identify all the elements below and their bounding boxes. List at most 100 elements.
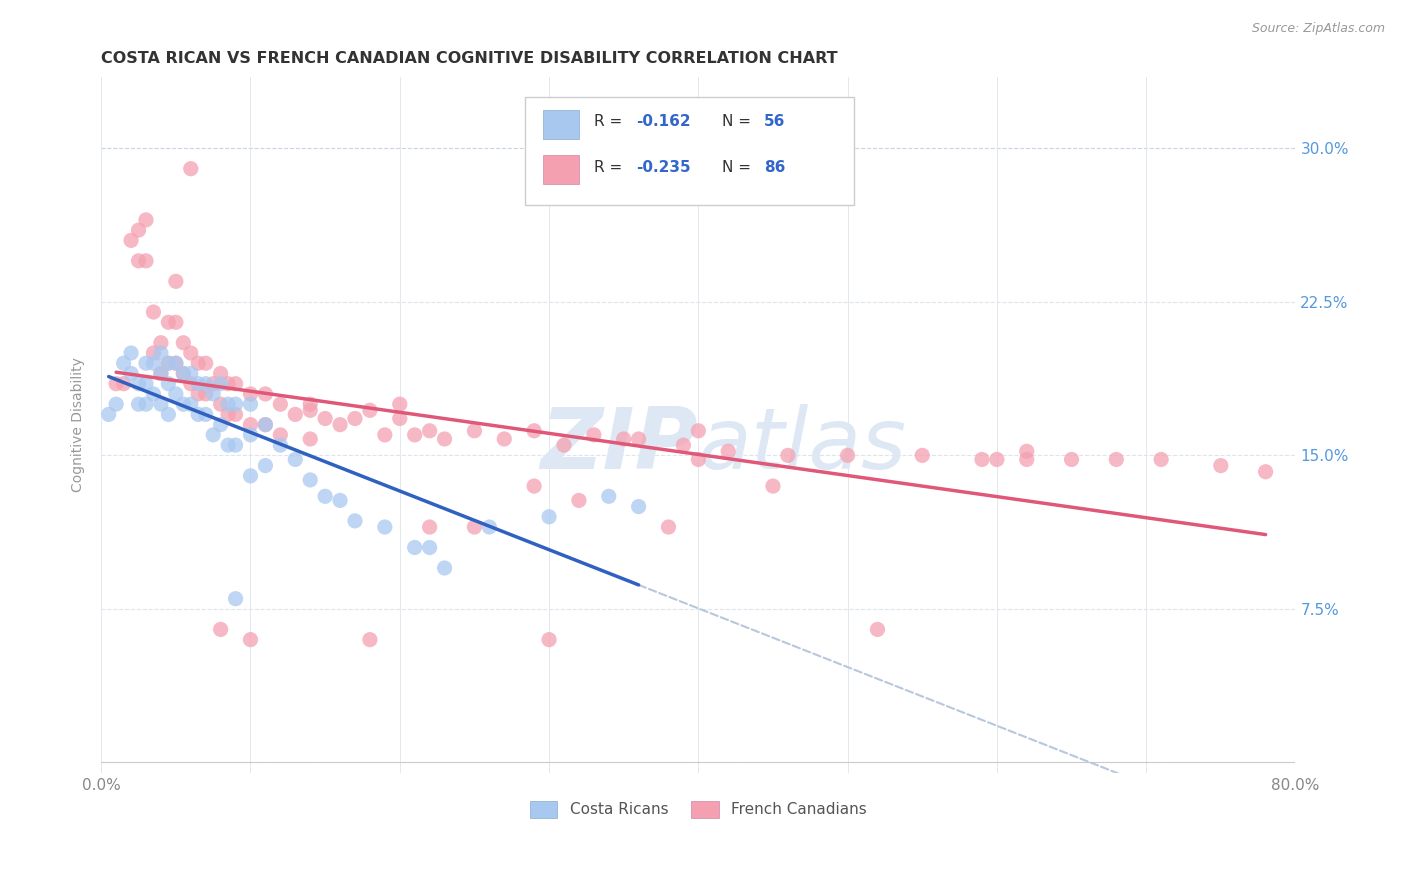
Point xyxy=(149,335,172,350)
Text: atlas: atlas xyxy=(699,404,907,487)
Legend: Costa Ricans, French Canadians: Costa Ricans, French Canadians xyxy=(524,795,873,824)
Point xyxy=(135,253,157,268)
Point xyxy=(553,438,575,452)
Point xyxy=(404,428,426,442)
Point xyxy=(225,376,247,391)
Point xyxy=(568,493,591,508)
Point xyxy=(157,356,180,370)
Point xyxy=(97,408,120,422)
Point xyxy=(135,356,157,370)
Point xyxy=(343,411,366,425)
Point xyxy=(165,274,187,288)
Text: -0.235: -0.235 xyxy=(637,160,690,175)
Point xyxy=(180,367,202,381)
Point xyxy=(209,367,232,381)
Point xyxy=(688,452,710,467)
Point xyxy=(388,397,411,411)
Point xyxy=(135,213,157,227)
Point xyxy=(180,346,202,360)
Point xyxy=(627,500,650,514)
Text: N =: N = xyxy=(723,160,751,175)
Point xyxy=(239,417,262,432)
Point xyxy=(157,408,180,422)
Point xyxy=(299,397,322,411)
Point xyxy=(523,424,546,438)
Point xyxy=(225,438,247,452)
Point xyxy=(299,403,322,417)
Point xyxy=(717,444,740,458)
Point xyxy=(762,479,785,493)
Point xyxy=(165,387,187,401)
Point xyxy=(911,449,934,463)
Point xyxy=(419,520,441,534)
Point xyxy=(239,397,262,411)
Point xyxy=(269,428,291,442)
Point xyxy=(314,489,336,503)
Point xyxy=(478,520,501,534)
Text: Source: ZipAtlas.com: Source: ZipAtlas.com xyxy=(1251,22,1385,36)
Point xyxy=(239,428,262,442)
Point xyxy=(209,417,232,432)
Point xyxy=(172,335,194,350)
Point xyxy=(837,449,859,463)
Point xyxy=(284,408,307,422)
Point xyxy=(187,387,209,401)
Point xyxy=(627,432,650,446)
Point xyxy=(494,432,516,446)
Text: R =: R = xyxy=(595,160,623,175)
Point xyxy=(187,376,209,391)
Point xyxy=(239,387,262,401)
Point xyxy=(105,397,128,411)
Point xyxy=(187,356,209,370)
Point xyxy=(1060,452,1083,467)
Point xyxy=(359,632,381,647)
FancyBboxPatch shape xyxy=(526,97,853,205)
Point xyxy=(329,493,352,508)
Point xyxy=(172,367,194,381)
Point xyxy=(538,632,561,647)
Point xyxy=(657,520,679,534)
Text: 86: 86 xyxy=(763,160,786,175)
Point xyxy=(776,449,799,463)
Point xyxy=(217,376,239,391)
Point xyxy=(254,458,277,473)
Point xyxy=(157,376,180,391)
Point xyxy=(165,356,187,370)
Point xyxy=(269,438,291,452)
Point xyxy=(142,356,165,370)
Point xyxy=(194,387,217,401)
Point xyxy=(299,432,322,446)
Point xyxy=(120,346,142,360)
Point xyxy=(128,253,150,268)
Point xyxy=(1015,452,1038,467)
Point xyxy=(329,417,352,432)
Text: ZIP: ZIP xyxy=(541,404,699,487)
Point xyxy=(254,387,277,401)
Point xyxy=(202,428,225,442)
Point xyxy=(463,520,485,534)
Point xyxy=(613,432,636,446)
Point xyxy=(194,376,217,391)
Point xyxy=(225,397,247,411)
Point xyxy=(299,473,322,487)
Point xyxy=(165,356,187,370)
Text: N =: N = xyxy=(723,114,751,129)
Point xyxy=(433,561,456,575)
Point xyxy=(120,367,142,381)
Point xyxy=(463,424,485,438)
Point xyxy=(582,428,605,442)
Point xyxy=(359,403,381,417)
Point xyxy=(135,397,157,411)
Point xyxy=(225,591,247,606)
Point xyxy=(149,367,172,381)
Point xyxy=(105,376,128,391)
Bar xyxy=(543,155,579,185)
Point xyxy=(202,376,225,391)
Bar xyxy=(543,110,579,139)
Point xyxy=(1150,452,1173,467)
Point xyxy=(598,489,620,503)
Point xyxy=(149,397,172,411)
Point xyxy=(388,411,411,425)
Point xyxy=(239,632,262,647)
Point xyxy=(165,315,187,329)
